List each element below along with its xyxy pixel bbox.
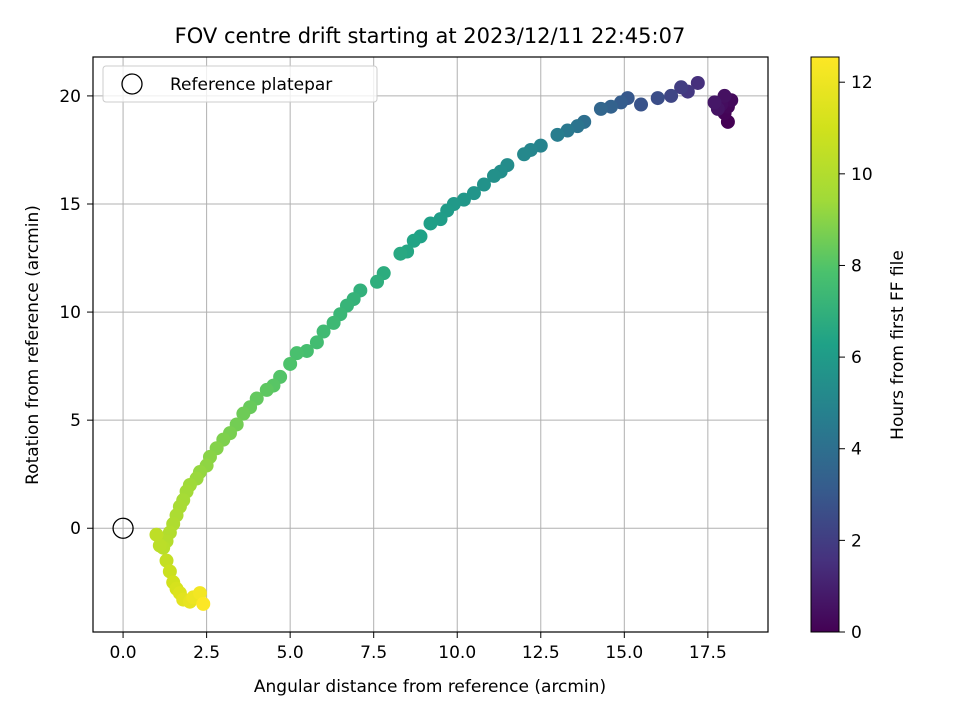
drift-point	[309, 335, 324, 350]
drift-point	[192, 586, 207, 601]
drift-point	[370, 274, 385, 289]
x-tick-label: 17.5	[689, 643, 727, 663]
drift-point	[466, 186, 481, 201]
x-tick-label: 5.0	[277, 643, 304, 663]
reference-point	[112, 517, 134, 539]
drift-point	[550, 127, 565, 142]
grid-lines	[93, 57, 768, 632]
legend-reference-marker	[121, 73, 143, 95]
x-tick-label: 10.0	[438, 643, 476, 663]
drift-point	[406, 233, 421, 248]
drift-point	[634, 97, 649, 112]
x-axis-ticks: 0.0 2.5 5.0 7.5 10.0 12.5 15.0 17.5	[110, 632, 727, 663]
x-tick-label: 12.5	[522, 643, 560, 663]
drift-point	[159, 553, 174, 568]
legend-reference-label: Reference platepar	[170, 75, 332, 95]
colorbar-tick-label: 2	[851, 531, 862, 551]
drift-point	[423, 216, 438, 231]
drift-point	[717, 88, 732, 103]
colorbar-tick-label: 8	[851, 256, 862, 276]
drift-point	[674, 80, 689, 95]
drift-point	[650, 91, 665, 106]
drift-point	[707, 95, 722, 110]
chart-title: FOV centre drift starting at 2023/12/11 …	[175, 24, 686, 48]
colorbar-ticks: 0 2 4 6 8 10 12	[839, 73, 873, 643]
drift-point	[393, 246, 408, 261]
drift-point	[326, 315, 341, 330]
drift-point	[162, 564, 177, 579]
drift-point	[517, 147, 532, 162]
x-tick-label: 2.5	[193, 643, 220, 663]
y-tick-label: 20	[59, 87, 81, 107]
x-tick-label: 15.0	[605, 643, 643, 663]
colorbar	[810, 56, 840, 633]
colorbar-tick-label: 10	[851, 165, 873, 185]
x-axis-label: Angular distance from reference (arcmin)	[254, 677, 606, 697]
drift-point	[664, 88, 679, 103]
scatter-points	[112, 75, 739, 611]
legend: Reference platepar	[102, 65, 378, 103]
colorbar-label: Hours from first FF file	[888, 250, 908, 440]
y-axis-label: Rotation from reference (arcmin)	[23, 205, 43, 485]
colorbar-tick-label: 12	[851, 73, 873, 93]
colorbar-tick-label: 6	[851, 348, 862, 368]
y-axis-ticks: 0 5 10 15 20	[59, 87, 93, 539]
drift-point	[149, 527, 164, 542]
drift-point	[486, 168, 501, 183]
drift-point	[316, 324, 331, 339]
colorbar-tick-label: 4	[851, 440, 862, 460]
y-tick-label: 5	[70, 411, 81, 431]
drift-point	[476, 177, 491, 192]
x-tick-label: 0.0	[110, 643, 137, 663]
drift-point	[152, 538, 167, 553]
drift-point	[196, 596, 211, 611]
y-tick-label: 15	[59, 195, 81, 215]
colorbar-tick-label: 0	[851, 623, 862, 643]
drift-point	[289, 346, 304, 361]
legend-box	[102, 65, 378, 103]
y-tick-label: 0	[70, 519, 81, 539]
drift-point	[236, 406, 251, 421]
drift-point	[593, 101, 608, 116]
x-tick-label: 7.5	[360, 643, 387, 663]
drift-point	[690, 75, 705, 90]
plot-frame	[92, 56, 769, 633]
y-tick-label: 10	[59, 303, 81, 323]
drift-point	[283, 356, 298, 371]
drift-point	[259, 382, 274, 397]
